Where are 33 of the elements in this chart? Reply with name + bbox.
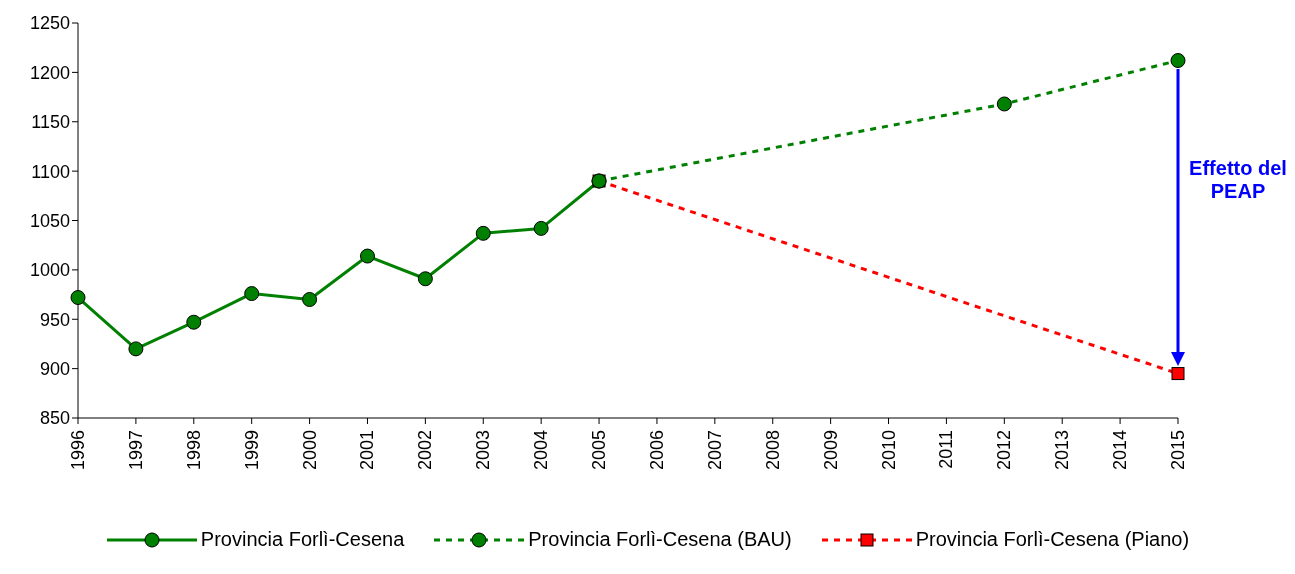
x-tick-label: 2002 <box>415 430 436 471</box>
x-tick-label: 2007 <box>704 430 725 471</box>
x-tick-label: 2012 <box>994 430 1015 471</box>
x-tick-label: 1998 <box>183 430 204 471</box>
y-tick-label: 1100 <box>31 161 70 182</box>
y-tick-label: 900 <box>39 359 70 380</box>
x-tick-label: 1997 <box>125 430 146 471</box>
x-tick-label: 2001 <box>357 430 378 471</box>
legend-label: Provincia Forlì-Cesena (Piano) <box>915 528 1190 551</box>
y-tick-label: 1250 <box>29 13 70 34</box>
x-tick-label: 2000 <box>299 430 320 471</box>
legend-label: Provincia Forlì-Cesena (BAU) <box>528 528 792 551</box>
text: Effetto del PEAP <box>1188 157 1288 204</box>
x-tick-label: 2009 <box>820 430 841 471</box>
x-tick-label: 2014 <box>1110 430 1131 471</box>
y-tick-label: 950 <box>39 309 70 330</box>
x-tick-label: 1996 <box>68 430 88 471</box>
x-tick-label: 2005 <box>589 430 610 471</box>
y-tick-label: 1000 <box>29 260 70 281</box>
x-tick-label: 2015 <box>1168 430 1188 471</box>
y-tick-label: 1200 <box>29 62 70 83</box>
x-tick-label: 2008 <box>762 430 783 471</box>
x-tick-label: 1999 <box>241 430 262 471</box>
legend-label: Provincia Forlì-Cesena <box>200 528 405 551</box>
y-tick-label: 1150 <box>31 112 70 133</box>
x-tick-label: 2010 <box>878 430 899 471</box>
x-tick-label: 2006 <box>646 430 667 471</box>
x-tick-label: 2013 <box>1052 430 1073 471</box>
y-tick-label: 1050 <box>29 210 70 231</box>
x-tick-label: 2004 <box>531 430 552 471</box>
x-tick-label: 2003 <box>473 430 494 471</box>
y-tick-label: 850 <box>39 408 70 429</box>
x-tick-label: 2011 <box>936 430 957 469</box>
